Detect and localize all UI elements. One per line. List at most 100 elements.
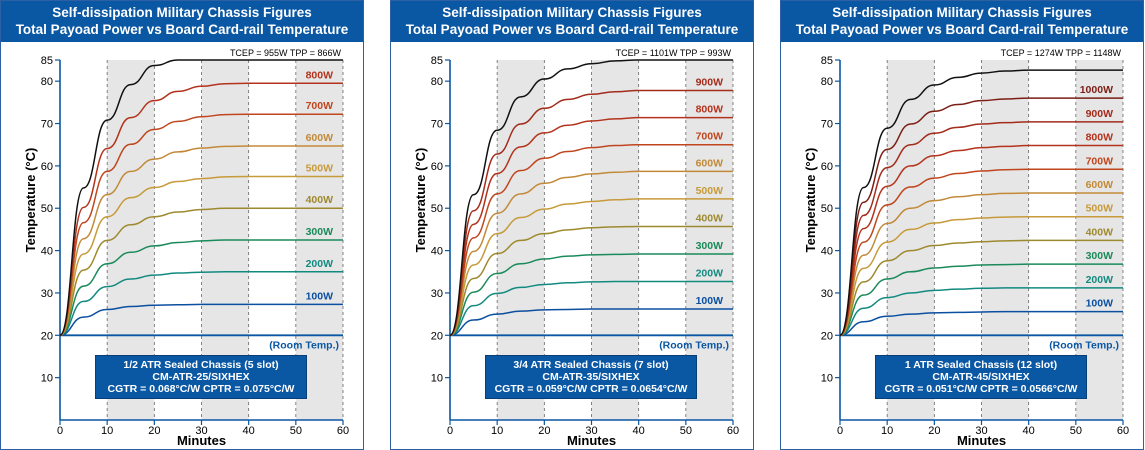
- series-label-200w: 200W: [306, 258, 334, 270]
- spec-line-2: CM-ATR-35/SIXHEX: [542, 371, 640, 383]
- y-tick-label: 10: [41, 373, 53, 385]
- series-label-100w: 100W: [1086, 298, 1114, 310]
- series-line-tcep: [839, 69, 1123, 337]
- series-label-900w: 900W: [1086, 108, 1114, 120]
- y-tick-label: 60: [431, 161, 443, 173]
- y-tick-label: 40: [821, 246, 833, 258]
- series-line-600w: [59, 145, 343, 337]
- x-tick-label: 10: [491, 425, 503, 437]
- series-label-700w: 700W: [696, 131, 724, 143]
- panel-header: Self-dissipation Military Chassis Figure…: [781, 1, 1143, 42]
- x-tick-label: 10: [101, 425, 113, 437]
- series-label-300w: 300W: [696, 240, 724, 252]
- room-temp-label: (Room Temp.): [269, 339, 339, 351]
- series-line-tcep: [59, 59, 343, 337]
- x-tick-label: 20: [538, 425, 550, 437]
- series-line-700w: [449, 143, 733, 337]
- series-line-900w: [449, 89, 733, 337]
- y-tick-label: 85: [431, 55, 443, 67]
- header-line-1: Self-dissipation Military Chassis Figure…: [832, 5, 1092, 20]
- x-tick-label: 30: [585, 425, 597, 437]
- series-line-200w: [449, 280, 733, 337]
- x-tick-label: 0: [447, 425, 453, 437]
- y-tick-label: 30: [41, 288, 53, 300]
- spec-box: 3/4 ATR Sealed Chassis (7 slot) CM-ATR-3…: [485, 355, 697, 399]
- spec-line-1: 3/4 ATR Sealed Chassis (7 slot): [513, 359, 669, 371]
- series-label-700w: 700W: [306, 100, 334, 112]
- x-tick-label: 40: [243, 425, 255, 437]
- series-label-400w: 400W: [306, 194, 334, 206]
- series-label-200w: 200W: [696, 268, 724, 280]
- series-label-300w: 300W: [306, 226, 334, 238]
- spec-box: 1/2 ATR Sealed Chassis (5 slot) CM-ATR-2…: [95, 355, 307, 399]
- x-tick-label: 0: [837, 425, 843, 437]
- series-line-100w: [59, 303, 343, 337]
- series-label-400w: 400W: [696, 212, 724, 224]
- series-label-900w: 900W: [696, 76, 724, 88]
- y-tick-label: 70: [821, 119, 833, 131]
- series-label-600w: 600W: [696, 157, 724, 169]
- series-label-300w: 300W: [1086, 250, 1114, 262]
- series-label-600w: 600W: [1086, 179, 1114, 191]
- x-tick-label: 30: [195, 425, 207, 437]
- x-tick-label: 60: [337, 425, 349, 437]
- x-tick-label: 50: [680, 425, 692, 437]
- series-line-100w: [449, 308, 734, 337]
- header-line-1: Self-dissipation Military Chassis Figure…: [442, 5, 702, 20]
- spec-line-2: CM-ATR-25/SIXHEX: [152, 371, 250, 383]
- series-label-100w: 100W: [696, 295, 724, 307]
- chart-panel-one-atr: Self-dissipation Military Chassis Figure…: [780, 0, 1144, 450]
- y-tick-label: 85: [821, 55, 833, 67]
- panel-header: Self-dissipation Military Chassis Figure…: [391, 1, 753, 42]
- y-tick-label: 80: [821, 76, 833, 88]
- series-line-800w: [839, 144, 1123, 337]
- x-tick-label: 10: [881, 425, 893, 437]
- spec-line-2: CM-ATR-45/SIXHEX: [932, 371, 1030, 383]
- series-label-800w: 800W: [1086, 132, 1114, 144]
- series-line-300w: [449, 253, 733, 337]
- series-label-700w: 700W: [1086, 155, 1114, 167]
- series-line-900w: [839, 121, 1123, 337]
- x-tick-label: 60: [1117, 425, 1129, 437]
- x-tick-label: 50: [290, 425, 302, 437]
- room-temp-label: (Room Temp.): [659, 339, 729, 351]
- spec-box: 1 ATR Sealed Chassis (12 slot) CM-ATR-45…: [875, 355, 1087, 399]
- x-axis-title: Minutes: [177, 433, 226, 448]
- x-tick-label: 40: [1023, 425, 1035, 437]
- series-label-600w: 600W: [306, 132, 334, 144]
- y-tick-label: 30: [431, 288, 443, 300]
- top-note-tcep-tpp: TCEP = 1274W TPP = 1148W: [1001, 48, 1122, 58]
- series-line-200w: [839, 287, 1123, 337]
- y-tick-label: 10: [431, 373, 443, 385]
- spec-line-3: CGTR = 0.051°C/W CPTR = 0.0566°C/W: [884, 383, 1078, 395]
- y-tick-label: 50: [431, 203, 443, 215]
- series-line-400w: [59, 207, 343, 337]
- series-line-500w: [839, 215, 1123, 337]
- series-line-200w: [59, 271, 343, 337]
- panel-header: Self-dissipation Military Chassis Figure…: [1, 1, 363, 42]
- x-tick-label: 40: [633, 425, 645, 437]
- series-line-500w: [449, 198, 733, 337]
- header-line-2: Total Payoad Power vs Board Card-rail Te…: [405, 22, 739, 37]
- top-note-tcep-tpp: TCEP = 1101W TPP = 993W: [616, 48, 732, 58]
- x-axis-title: Minutes: [957, 433, 1006, 448]
- y-tick-label: 20: [821, 330, 833, 342]
- series-label-800w: 800W: [696, 104, 724, 116]
- series-line-tcep: [449, 59, 733, 337]
- x-tick-label: 60: [727, 425, 739, 437]
- y-tick-label: 20: [41, 330, 53, 342]
- x-tick-label: 20: [928, 425, 940, 437]
- y-tick-label: 50: [41, 203, 53, 215]
- y-tick-label: 85: [41, 55, 53, 67]
- series-line-700w: [59, 113, 343, 337]
- series-line-100w: [839, 310, 1123, 337]
- series-line-400w: [449, 225, 733, 337]
- y-axis-title: Temperature (°C): [413, 148, 428, 253]
- spec-line-1: 1/2 ATR Sealed Chassis (5 slot): [123, 359, 279, 371]
- x-axis-title: Minutes: [567, 433, 616, 448]
- y-tick-label: 70: [41, 119, 53, 131]
- spec-line-3: CGTR = 0.059°C/W CPTR = 0.0654°C/W: [494, 383, 688, 395]
- top-note-tcep-tpp: TCEP = 955W TPP = 866W: [230, 48, 342, 58]
- series-line-300w: [59, 239, 343, 337]
- series-line-600w: [839, 192, 1124, 337]
